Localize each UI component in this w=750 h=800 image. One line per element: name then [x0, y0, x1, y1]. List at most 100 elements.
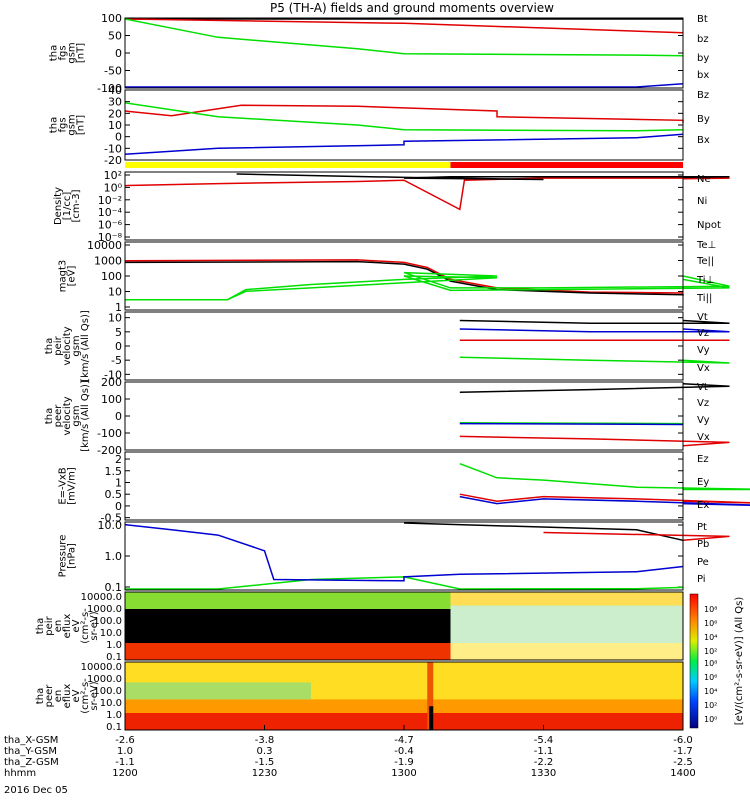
panel-ylabel: thafgsgsm[nT] — [49, 42, 87, 63]
y-tick-label: 10.0 — [100, 698, 122, 709]
y-tick-label: 10⁻² — [98, 194, 122, 207]
colorbar: 10⁸ 10⁶ 10⁴ 10² 10⁸ 10⁶ 10⁴ 10² 10⁰ [eV/(cm²-s-sr… — [689, 593, 745, 729]
series-line-By — [124, 102, 684, 132]
legend-label: Ey — [697, 477, 709, 488]
xaxis-value: -1.7 — [673, 746, 693, 757]
panel-ylabel: thafgsgsm[nT] — [49, 114, 87, 135]
series-line-Vx — [459, 328, 730, 333]
xaxis-row-label: tha_Y-GSM — [4, 746, 57, 757]
series-line-Pi — [124, 523, 684, 582]
colorbar-tick: 10⁸ — [704, 659, 717, 668]
xaxis-value: 1230 — [252, 768, 277, 779]
xaxis-value: -1.1 — [115, 757, 135, 768]
y-tick-label: 10⁻⁸ — [98, 231, 123, 244]
legend-label: Vy — [697, 415, 710, 426]
y-tick-label: 2 — [115, 453, 122, 466]
legend-label: Npot — [697, 220, 721, 231]
y-tick-label: 200 — [101, 376, 122, 389]
panel-ylabel: thapeerenefluxeV(cm²-s-sr-eV) — [35, 678, 100, 714]
panel-ylabel: thapeirenefluxeV(cm²-s-sr-eV) — [35, 608, 100, 644]
legend-label: bz — [697, 34, 709, 45]
series-line-Te|| — [124, 260, 684, 296]
series-line-Vz — [459, 435, 730, 447]
xaxis-row-label: hhmm — [4, 768, 36, 779]
colorbar-tick: 10⁶ — [704, 673, 717, 682]
panel-3: Density[1/cc][cm-3] 10²10⁰10⁻²10⁻⁴10⁻⁶10⁻… — [53, 169, 730, 244]
legend-label: Ex — [697, 500, 709, 511]
colorbar-tick: 10² — [704, 647, 717, 656]
xaxis-value: 1330 — [531, 768, 556, 779]
legend-label: By — [697, 114, 710, 125]
colorbar-tick: 10⁴ — [704, 633, 717, 642]
xaxis-value: 1.0 — [117, 746, 133, 757]
y-tick-label: 1.0 — [106, 640, 122, 651]
y-tick-label: 10000.0 — [81, 592, 122, 603]
series-line-Bz — [124, 104, 684, 123]
panel-ylabel: magt3[eV] — [58, 260, 78, 293]
panel-7: E=-VxB[mV/m] 21.510.50-0.5 Ez Ey Ex — [58, 451, 750, 525]
series-line-Ni — [236, 173, 730, 181]
legend-label: Ti⊥ — [696, 275, 714, 286]
series-line-Vy — [459, 356, 730, 364]
y-tick-label: -50 — [104, 65, 122, 78]
xaxis-value: -4.7 — [394, 735, 414, 746]
panel-ylabel: Density[1/cc][cm-3] — [53, 187, 82, 225]
legend-label: Bt — [697, 14, 708, 25]
panel-ylabel: E=-VxB[mV/m] — [58, 467, 78, 505]
y-tick-label: 0 — [115, 131, 122, 144]
y-tick-label: 10 — [108, 119, 122, 132]
y-tick-label: 0.1 — [105, 581, 123, 594]
series-line-Bx — [124, 133, 684, 155]
y-tick-label: -200 — [97, 444, 122, 457]
y-tick-label: 1000.0 — [87, 674, 122, 685]
y-tick-label: 100 — [101, 12, 122, 25]
y-tick-label: -100 — [97, 82, 122, 95]
xaxis-value: 1400 — [670, 768, 695, 779]
y-tick-label: 10.0 — [100, 628, 122, 639]
legend-label: Ne — [697, 174, 711, 185]
xaxis-value: -6.0 — [673, 735, 693, 746]
panel-ylabel: Pressure[nPa] — [58, 535, 78, 578]
colorbar-tick: 10² — [704, 701, 717, 710]
colorbar-label: [eV/(cm²-s-sr-eV)] (All Qs) — [734, 597, 745, 726]
legend-label: Te⊥ — [696, 240, 716, 251]
panel-6: thapeervelocitygsm[km/s (All Qs)] 200 100 0… — [44, 376, 730, 457]
panel-8: Pressure[nPa] 10.0 1.0 0.1 Pt Pb Pe Pi — [58, 519, 730, 594]
colorbar-tick: 10⁰ — [704, 715, 717, 724]
y-tick-label: 1000 — [94, 255, 122, 268]
series-line-Pt — [403, 522, 684, 542]
xaxis-value: -0.4 — [394, 746, 414, 757]
y-tick-label: 0 — [115, 410, 122, 423]
legend-label: Vy — [697, 345, 710, 356]
y-tick-label: 100 — [101, 270, 122, 283]
legend-label: by — [697, 53, 709, 64]
date-label: 2016 Dec 05 — [4, 785, 68, 796]
legend-label: Ez — [697, 454, 709, 465]
legend-label: Bx — [697, 135, 710, 146]
series-line-Ti⊥ — [125, 271, 730, 301]
xaxis-value: -1.5 — [255, 757, 275, 768]
xaxis-value: -5.4 — [534, 735, 554, 746]
series-line-Pb — [543, 531, 730, 542]
legend-label: Ni — [697, 196, 707, 207]
panel-ylabel: thapeervelocitygsm[km/s (All Qs)] — [44, 380, 91, 452]
y-tick-label: 100.0 — [93, 686, 122, 697]
y-tick-label: 0.1 — [106, 722, 122, 733]
mode-bar-yellow — [125, 162, 451, 168]
y-tick-label: 100.0 — [93, 616, 122, 627]
xaxis-value: 0.3 — [257, 746, 273, 757]
y-tick-label: 1.0 — [106, 710, 122, 721]
series-line-Ez — [459, 493, 750, 504]
y-tick-label: 1.5 — [105, 465, 123, 478]
y-tick-label: 10 — [108, 286, 122, 299]
legend-label: Vz — [697, 328, 709, 339]
y-tick-label: 1.0 — [105, 550, 123, 563]
legend-label: Vz — [697, 398, 709, 409]
series-line-Vt — [459, 319, 730, 325]
y-tick-label: 0 — [115, 47, 122, 60]
panel-1: thafgsgsm[nT] 100 50 0 -50 -100 Bt bz by bx — [49, 12, 710, 95]
y-tick-label: 0.1 — [106, 652, 122, 663]
y-tick-label: 1000.0 — [87, 604, 122, 615]
y-tick-label: 20 — [108, 107, 122, 120]
